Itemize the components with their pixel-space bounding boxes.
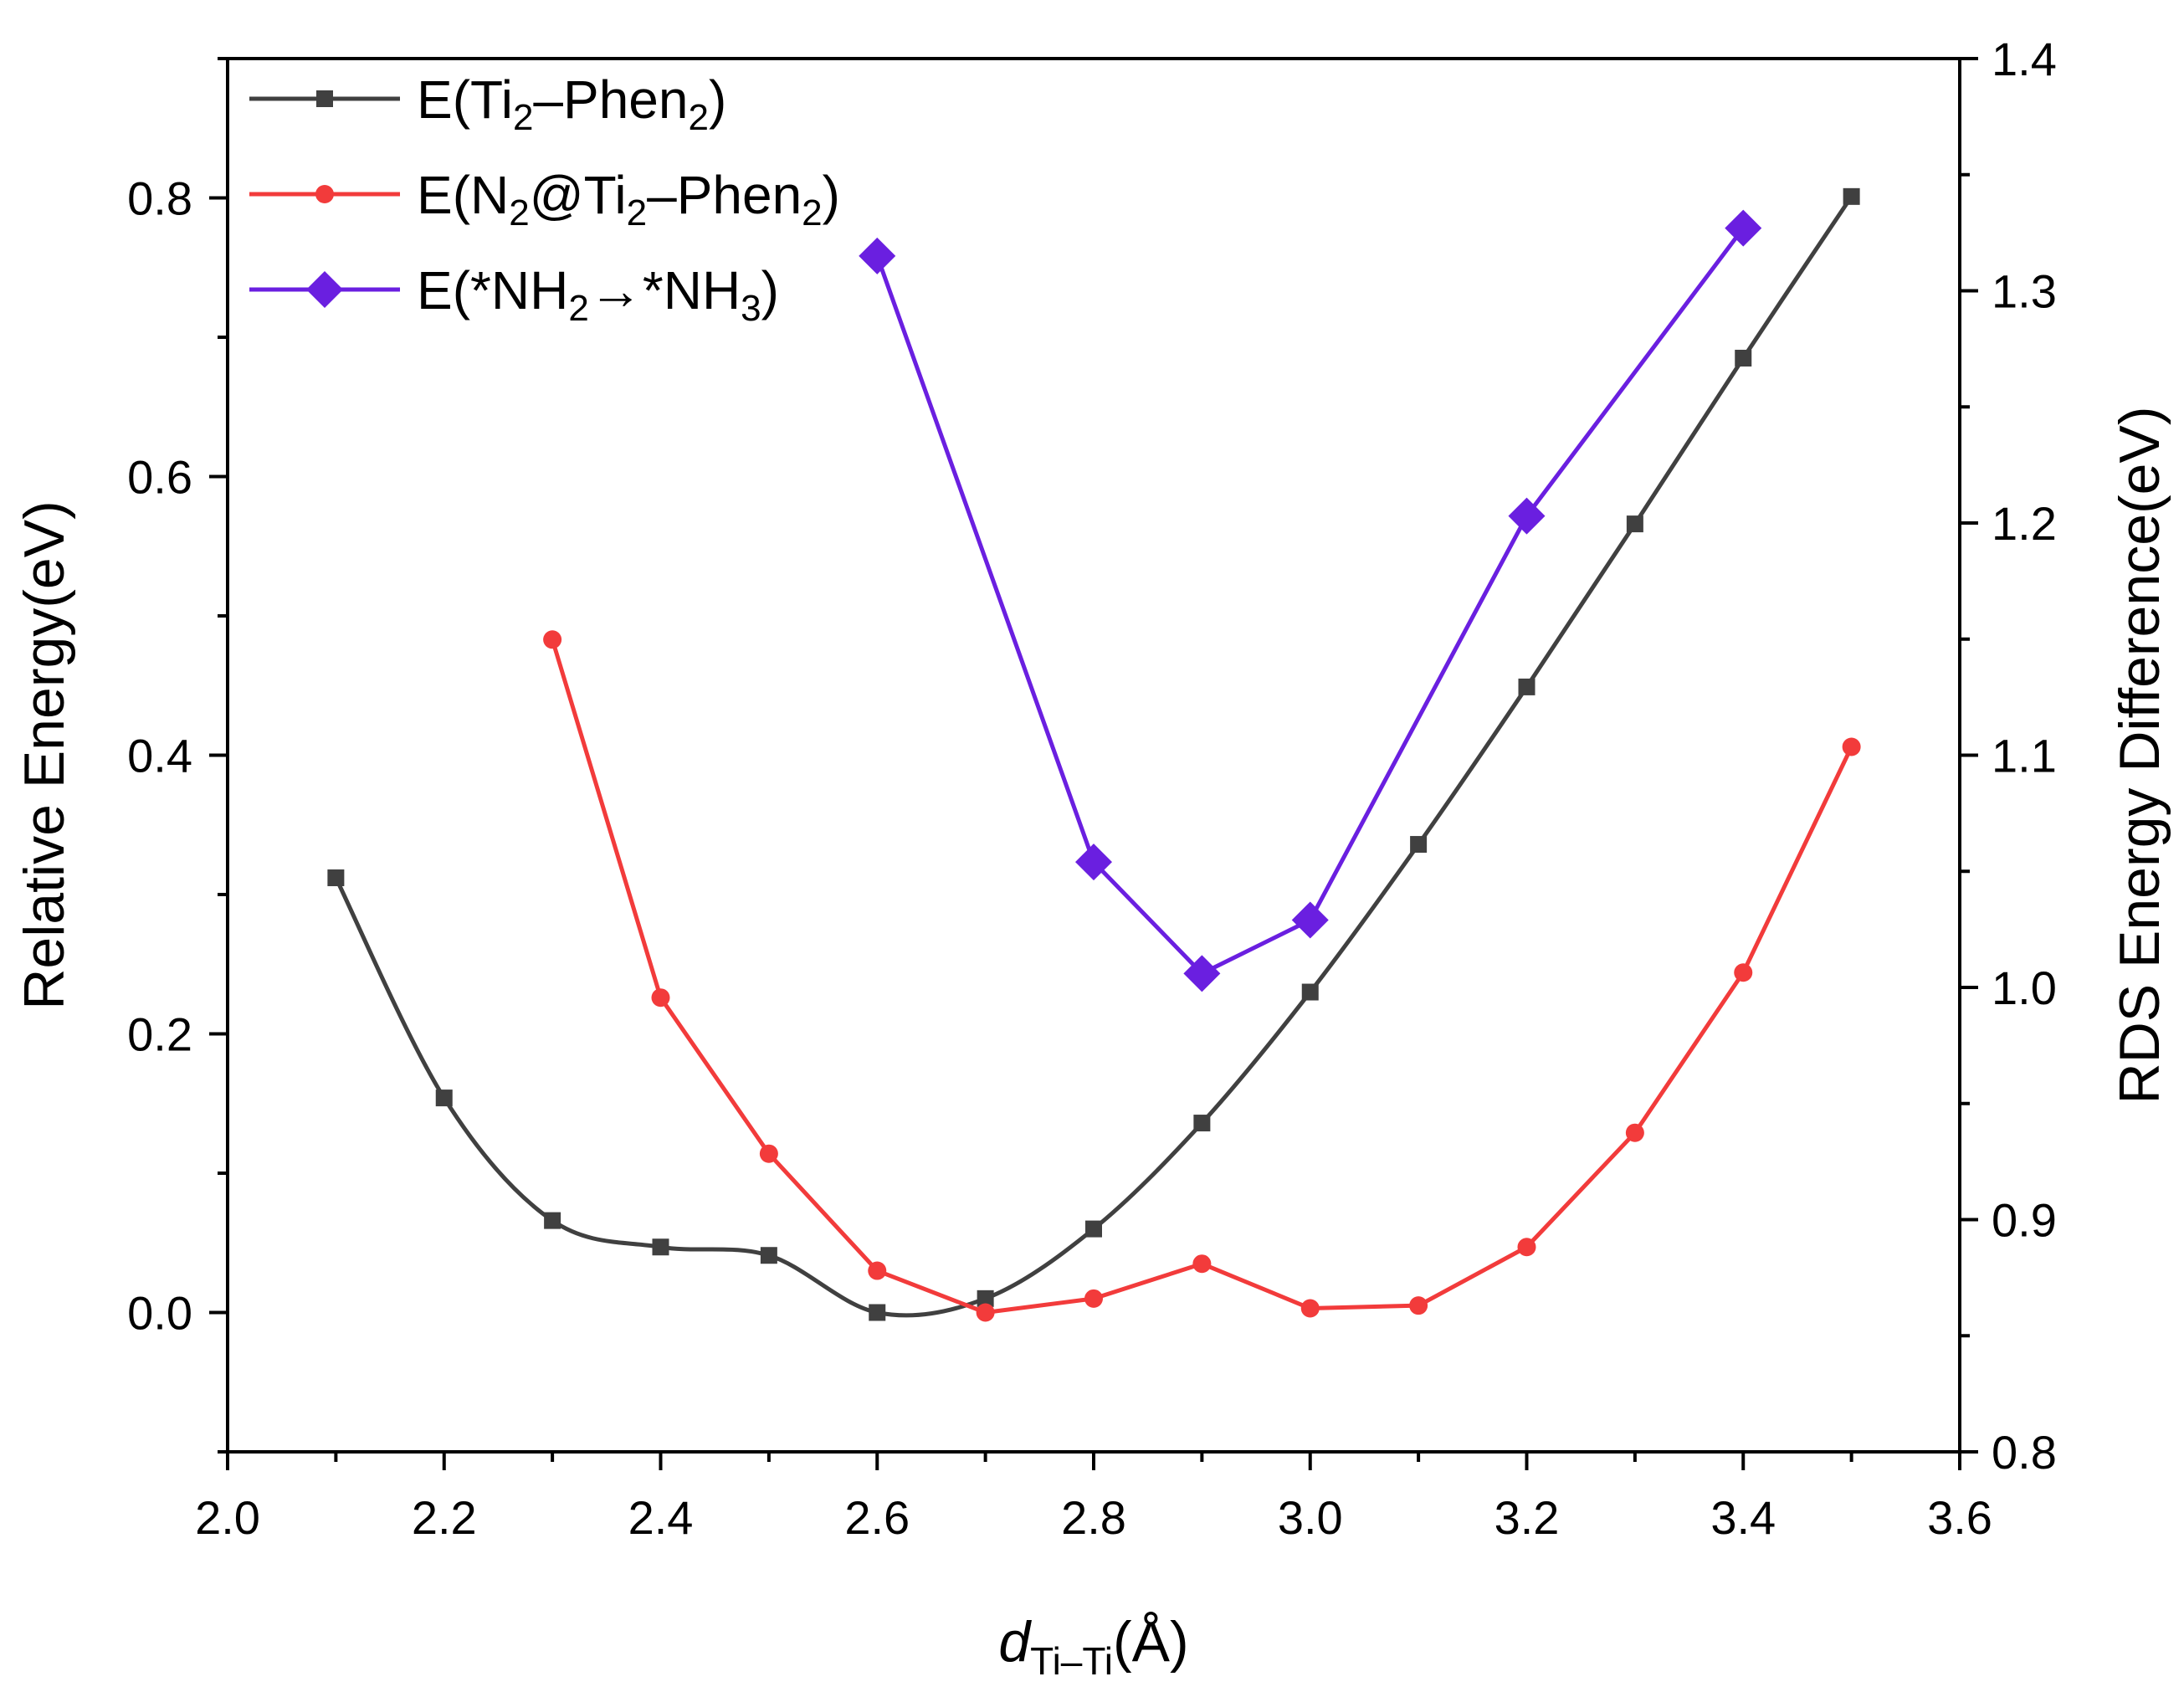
- series-1-point: [1734, 963, 1753, 982]
- x-tick-label: 2.0: [195, 1491, 260, 1544]
- axis-ticks: 2.0 2.2 2.4 2.6 2.8 3.0 3.2 3.4 3.6 0.0 0.2 0.4 0.6 0…: [127, 33, 2057, 1544]
- series-2-point: [1508, 497, 1546, 535]
- series-0-point: [1193, 1115, 1211, 1132]
- y-left-tick-label: 0.4: [127, 730, 192, 782]
- x-tick-label: 3.6: [1927, 1491, 1992, 1544]
- series-1-point: [651, 988, 670, 1008]
- axis-titles: dTi–Ti(Å) Relative Energy(eV) RDS Energy D…: [13, 407, 2171, 1683]
- series-0-point: [327, 869, 345, 887]
- series-2-point: [859, 237, 896, 274]
- series-0: [327, 187, 1860, 1321]
- y-left-tick-label: 0.0: [127, 1287, 192, 1340]
- series-0-line: [334, 195, 1853, 1318]
- series-2-point: [1725, 209, 1762, 247]
- y-right-tick-label: 1.0: [1992, 961, 2057, 1014]
- legend-label: E(Ti2–Phen2): [417, 69, 726, 138]
- series-1-point: [1409, 1296, 1428, 1315]
- legend-swatch-marker: [316, 90, 333, 107]
- y-left-tick-label: 0.2: [127, 1008, 192, 1061]
- y-left-tick-label: 0.8: [127, 172, 192, 225]
- y-left-axis-title: Relative Energy(eV): [13, 500, 76, 1009]
- series-0-point: [1735, 349, 1752, 367]
- series-layer: [327, 187, 1861, 1322]
- series-0-point: [1410, 836, 1428, 854]
- y-right-tick-label: 1.4: [1992, 33, 2057, 85]
- series-0-point: [652, 1238, 669, 1256]
- x-tick-label: 2.4: [628, 1491, 694, 1544]
- x-tick-label: 2.8: [1061, 1491, 1126, 1544]
- series-1-point: [1842, 737, 1861, 756]
- series-1: [543, 630, 1861, 1322]
- series-0-point: [760, 1247, 777, 1264]
- series-0-point: [869, 1304, 886, 1321]
- series-1-point: [1192, 1254, 1212, 1274]
- y-left-tick-label: 0.6: [127, 451, 192, 504]
- x-tick-label: 3.0: [1278, 1491, 1343, 1544]
- series-0-point: [1518, 678, 1535, 695]
- legend-label: E(*NH2→*NH3): [417, 260, 779, 329]
- series-1-point: [976, 1303, 995, 1322]
- series-1-point: [543, 630, 562, 649]
- series-1-point: [1300, 1299, 1320, 1318]
- series-1-point: [1625, 1123, 1644, 1142]
- series-0-point: [544, 1212, 561, 1229]
- series-0-point: [435, 1090, 453, 1107]
- legend-label: E(N2@Ti2–Phen2): [417, 165, 840, 233]
- legend-swatch-marker: [306, 271, 343, 308]
- y-right-tick-label: 0.9: [1992, 1194, 2057, 1247]
- series-2-line: [874, 227, 1746, 976]
- legend: E(Ti2–Phen2) E(N2@Ti2–Phen2) E(*NH2→*NH3): [249, 69, 840, 329]
- x-tick-label: 2.6: [844, 1491, 910, 1544]
- series-1-point: [759, 1144, 778, 1163]
- x-tick-label: 3.2: [1494, 1491, 1560, 1544]
- series-1-point: [1084, 1289, 1103, 1308]
- y-right-tick-label: 1.2: [1992, 497, 2057, 550]
- series-1-point: [1517, 1238, 1536, 1257]
- legend-item-1: E(N2@Ti2–Phen2): [249, 165, 840, 233]
- y-right-axis-title: RDS Energy Difference(eV): [2108, 407, 2171, 1105]
- series-2-point: [1291, 901, 1329, 939]
- series-0-point: [1301, 983, 1319, 1001]
- x-tick-label: 2.2: [412, 1491, 477, 1544]
- y-right-tick-label: 0.8: [1992, 1426, 2057, 1479]
- series-0-point: [977, 1290, 994, 1307]
- series-2: [859, 209, 1762, 992]
- y-right-tick-label: 1.1: [1992, 730, 2057, 782]
- legend-item-2: E(*NH2→*NH3): [249, 260, 779, 329]
- x-axis-title: dTi–Ti(Å): [998, 1610, 1188, 1683]
- series-1-point: [868, 1261, 887, 1280]
- series-0-point: [1843, 187, 1860, 205]
- legend-swatch-marker: [315, 185, 334, 203]
- series-2-point: [1075, 843, 1112, 881]
- legend-item-0: E(Ti2–Phen2): [249, 69, 726, 138]
- series-0-point: [1626, 515, 1643, 533]
- y-right-tick-label: 1.3: [1992, 265, 2057, 318]
- series-2-point: [1183, 955, 1221, 992]
- x-tick-label: 3.4: [1710, 1491, 1776, 1544]
- series-0-point: [1085, 1220, 1102, 1238]
